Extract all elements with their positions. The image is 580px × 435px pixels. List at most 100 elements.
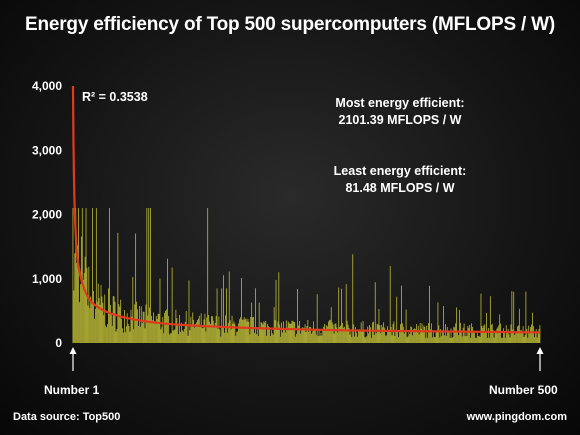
bar	[161, 327, 163, 343]
bar	[464, 336, 466, 343]
bar	[175, 309, 177, 343]
bar	[513, 291, 515, 343]
bar	[415, 329, 416, 343]
bar	[210, 323, 211, 343]
bar	[198, 315, 200, 343]
bar	[93, 291, 94, 343]
bar	[359, 330, 361, 343]
bar	[517, 326, 518, 343]
bar	[109, 208, 110, 343]
bar	[347, 324, 349, 343]
bar	[278, 272, 280, 343]
bar	[304, 324, 306, 343]
bar	[500, 323, 502, 343]
bar	[135, 233, 137, 343]
bar	[488, 328, 489, 343]
bar	[301, 327, 303, 343]
bar	[302, 327, 304, 343]
bar	[299, 320, 300, 343]
bar	[291, 320, 293, 343]
bar	[476, 330, 478, 343]
bar	[317, 336, 319, 343]
bar	[326, 325, 327, 343]
bar	[152, 320, 153, 343]
bar	[164, 312, 166, 343]
bar	[274, 319, 276, 343]
bar	[295, 336, 297, 343]
trendline	[71, 85, 541, 334]
bar	[219, 329, 221, 343]
bar	[158, 314, 160, 343]
bar	[404, 330, 406, 343]
bar	[244, 319, 246, 343]
bar	[261, 322, 263, 343]
bar	[284, 332, 286, 343]
bar	[259, 327, 261, 343]
bar	[218, 316, 220, 343]
bar	[482, 328, 484, 343]
bar	[115, 331, 117, 343]
bar	[83, 272, 85, 343]
bar	[216, 288, 218, 343]
bar	[430, 323, 432, 343]
bar	[468, 327, 470, 343]
annotation-most-1: Most energy efficient:	[335, 96, 464, 110]
bar	[445, 324, 446, 343]
bar	[518, 308, 520, 343]
bar	[344, 330, 346, 343]
bar	[369, 324, 370, 343]
bar	[78, 208, 79, 343]
bar	[496, 328, 498, 343]
bar	[191, 325, 193, 343]
bar	[172, 330, 174, 343]
bar	[380, 333, 382, 343]
bar	[101, 296, 103, 343]
bar	[437, 302, 439, 343]
bar	[241, 319, 243, 343]
bar	[412, 335, 414, 343]
bar	[378, 308, 380, 343]
bar	[254, 332, 255, 343]
marker-arrow-head	[69, 347, 77, 354]
bar	[506, 333, 508, 343]
bar	[444, 335, 445, 343]
bar	[126, 313, 128, 343]
bar	[192, 312, 194, 343]
bar	[128, 326, 130, 343]
x-markers: Number 1 Number 500	[44, 347, 558, 397]
bar	[524, 335, 526, 343]
bar	[79, 302, 80, 343]
bar	[471, 323, 473, 343]
bar	[76, 262, 78, 343]
bar	[212, 320, 214, 343]
bar	[303, 328, 305, 343]
bar	[323, 326, 325, 343]
bar	[90, 296, 92, 343]
bar	[260, 322, 262, 343]
bar	[417, 326, 419, 343]
bar	[406, 337, 408, 343]
bar	[350, 330, 352, 343]
bar	[130, 309, 132, 343]
bar	[310, 326, 312, 343]
bar	[224, 332, 225, 343]
bar	[514, 334, 516, 343]
bar	[349, 334, 351, 343]
bar	[89, 307, 91, 343]
bar	[134, 304, 136, 343]
bar	[209, 321, 210, 343]
bar	[522, 326, 524, 343]
bar	[127, 323, 129, 343]
bar	[342, 327, 344, 343]
annotations: R² = 0.3538 Most energy efficient: 2101.39…	[82, 90, 466, 195]
bar	[510, 324, 512, 343]
bar	[167, 316, 169, 343]
bar	[236, 331, 238, 343]
bar	[447, 331, 449, 343]
bar	[383, 322, 385, 343]
bar	[462, 327, 464, 343]
bar	[390, 326, 392, 343]
site-url-label[interactable]: www.pingdom.com	[466, 411, 567, 423]
bar	[77, 245, 79, 343]
bar	[193, 319, 195, 343]
